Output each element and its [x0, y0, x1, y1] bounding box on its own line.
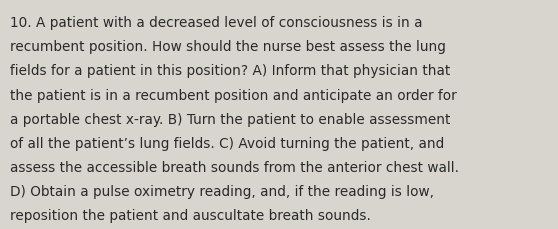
- Text: reposition the patient and auscultate breath sounds.: reposition the patient and auscultate br…: [10, 208, 371, 222]
- Text: recumbent position. How should the nurse best assess the lung: recumbent position. How should the nurse…: [10, 40, 446, 54]
- Text: assess the accessible breath sounds from the anterior chest wall.: assess the accessible breath sounds from…: [10, 160, 459, 174]
- Text: of all the patient’s lung fields. C) Avoid turning the patient, and: of all the patient’s lung fields. C) Avo…: [10, 136, 444, 150]
- Text: fields for a patient in this position? A) Inform that physician that: fields for a patient in this position? A…: [10, 64, 450, 78]
- Text: the patient is in a recumbent position and anticipate an order for: the patient is in a recumbent position a…: [10, 88, 457, 102]
- Text: D) Obtain a pulse oximetry reading, and, if the reading is low,: D) Obtain a pulse oximetry reading, and,…: [10, 184, 434, 198]
- Text: a portable chest x-ray. B) Turn the patient to enable assessment: a portable chest x-ray. B) Turn the pati…: [10, 112, 450, 126]
- Text: 10. A patient with a decreased level of consciousness is in a: 10. A patient with a decreased level of …: [10, 16, 422, 30]
